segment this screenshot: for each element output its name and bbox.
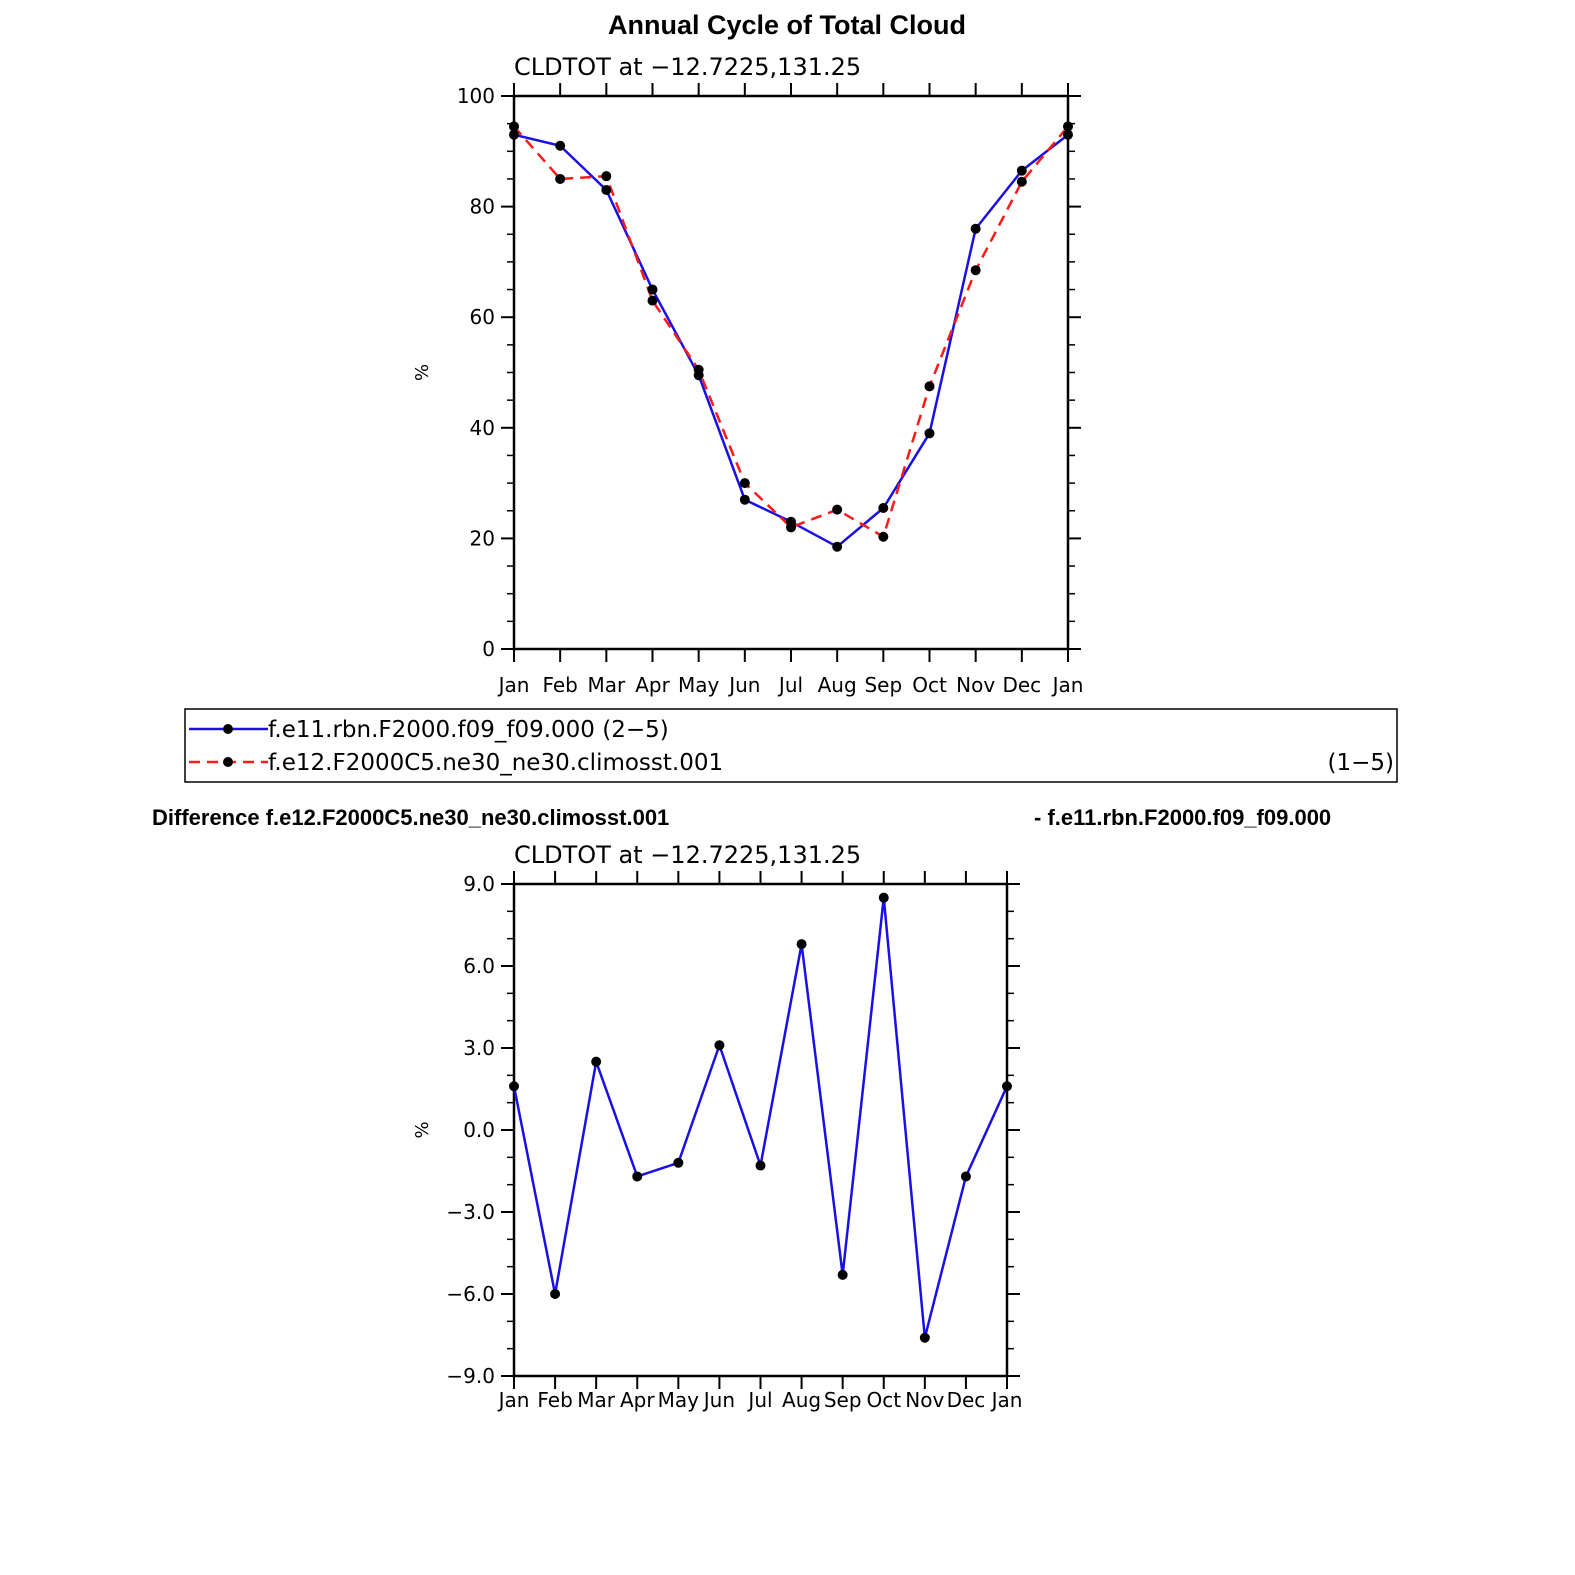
series-1-point: [832, 541, 843, 552]
x-tick-label: Oct: [912, 673, 947, 697]
series-1-point: [601, 185, 612, 196]
x-tick-label: May: [658, 1388, 700, 1412]
legend-marker-model-b: [223, 757, 233, 767]
x-tick-label: Jul: [777, 673, 803, 697]
series-line-1: [512, 896, 1009, 1339]
series-1-point: [878, 892, 889, 903]
series-line-1: [513, 133, 1069, 548]
x-tick-label: Jun: [702, 1388, 735, 1412]
series-line-2: [513, 125, 1069, 538]
y-tick-label: 80: [470, 195, 495, 219]
x-tick-label: Jul: [746, 1388, 772, 1412]
series-1-point: [673, 1157, 684, 1168]
chart-title: Annual Cycle of Total Cloud: [608, 10, 966, 40]
series-2-point: [693, 364, 704, 375]
legend-label-model-a: f.e11.rbn.F2000.f09_f09.000 (2−5): [268, 717, 669, 743]
legend: f.e11.rbn.F2000.f09_f09.000 (2−5) f.e12.…: [184, 708, 1398, 783]
x-tick-label: Mar: [577, 1388, 616, 1412]
series-1-point: [1063, 129, 1073, 140]
x-tick-label: Sep: [864, 673, 902, 697]
x-tick-label: Apr: [635, 673, 670, 697]
legend-label-model-b: f.e12.F2000C5.ne30_ne30.climosst.001: [268, 750, 723, 776]
series-2-point: [786, 522, 796, 533]
legend-box: [184, 708, 1398, 783]
series-1-point: [1002, 1081, 1012, 1092]
series-2-point: [878, 531, 889, 542]
legend-suffix-model-b: (1−5): [1328, 750, 1394, 776]
series-1-point: [755, 1160, 766, 1171]
series-1-point: [550, 1289, 561, 1299]
series-1-point: [632, 1171, 643, 1182]
series-1-point: [960, 1171, 971, 1182]
annual-cycle-plot: 0 20 40 60 80 100 Jan Feb Mar Apr May Jun Jul Aug Sep O…: [412, 83, 1083, 697]
y-tick-label: 40: [470, 416, 495, 440]
series-1-point: [919, 1332, 930, 1343]
x-tick-label: Aug: [782, 1388, 821, 1412]
y-tick-label: −6.0: [446, 1282, 495, 1306]
series-2-point: [1063, 121, 1073, 132]
difference-title-left: Difference f.e12.F2000C5.ne30_ne30.climo…: [152, 805, 669, 830]
y-tick-label: 20: [470, 526, 495, 550]
x-tick-label: May: [678, 673, 720, 697]
x-tick-label: Feb: [542, 673, 577, 697]
chart-subtitle: CLDTOT at −12.7225,131.25: [514, 53, 861, 81]
x-tick-label: Mar: [587, 673, 626, 697]
y-tick-label: 100: [457, 84, 495, 108]
series-2-point: [832, 504, 843, 515]
y-tick-label: 0.0: [463, 1118, 495, 1142]
y-axis-label: %: [412, 364, 433, 381]
series-1-point: [509, 1081, 519, 1092]
series-1-point: [1016, 165, 1027, 176]
y-tick-label: 9.0: [463, 872, 495, 896]
series-2-point: [509, 121, 519, 132]
series-2-point: [970, 265, 981, 276]
y-tick-label: −9.0: [446, 1364, 495, 1388]
plot-frame: [512, 94, 1070, 651]
series-1-point: [591, 1056, 602, 1067]
x-tick-label: Jun: [727, 673, 760, 697]
x-tick-label: Sep: [824, 1388, 862, 1412]
x-tick-label: Dec: [1002, 673, 1041, 697]
series-1-point: [796, 939, 807, 950]
x-tick-label: Nov: [905, 1388, 944, 1412]
series-2-point: [1016, 176, 1027, 187]
y-tick-label: 6.0: [463, 954, 495, 978]
series-1-point: [837, 1269, 848, 1280]
legend-marker-model-a: [223, 724, 233, 734]
series-2-point: [647, 295, 658, 306]
series-2-point: [555, 173, 566, 184]
series-2-point: [739, 478, 750, 489]
y-tick-label: 3.0: [463, 1036, 495, 1060]
x-tick-label: Jan: [1051, 673, 1084, 697]
x-tick-label: Nov: [956, 673, 995, 697]
x-tick-label: Jan: [497, 673, 530, 697]
series-1-point: [739, 494, 750, 505]
difference-title-right: - f.e11.rbn.F2000.f09_f09.000: [1034, 805, 1331, 830]
x-tick-label: Dec: [947, 1388, 986, 1412]
x-tick-label: Feb: [537, 1388, 572, 1412]
series-2-point: [601, 171, 612, 182]
series-1-point: [970, 223, 981, 234]
y-tick-label: 60: [470, 305, 495, 329]
series-1-point: [555, 140, 566, 151]
x-tick-label: Oct: [866, 1388, 901, 1412]
y-tick-label: 0: [482, 637, 495, 661]
y-axis-label: %: [412, 1121, 433, 1138]
series-1-point: [647, 284, 658, 295]
x-tick-label: Jan: [990, 1388, 1023, 1412]
x-tick-label: Apr: [620, 1388, 655, 1412]
x-tick-label: Jan: [497, 1388, 530, 1412]
difference-subtitle: CLDTOT at −12.7225,131.25: [514, 841, 861, 869]
series-1-point: [924, 428, 935, 439]
series-2-point: [924, 381, 935, 392]
series-1-point: [878, 502, 889, 513]
y-tick-label: −3.0: [446, 1200, 495, 1224]
series-1-point: [714, 1040, 725, 1051]
x-tick-label: Aug: [818, 673, 857, 697]
series-1-point: [509, 129, 519, 140]
